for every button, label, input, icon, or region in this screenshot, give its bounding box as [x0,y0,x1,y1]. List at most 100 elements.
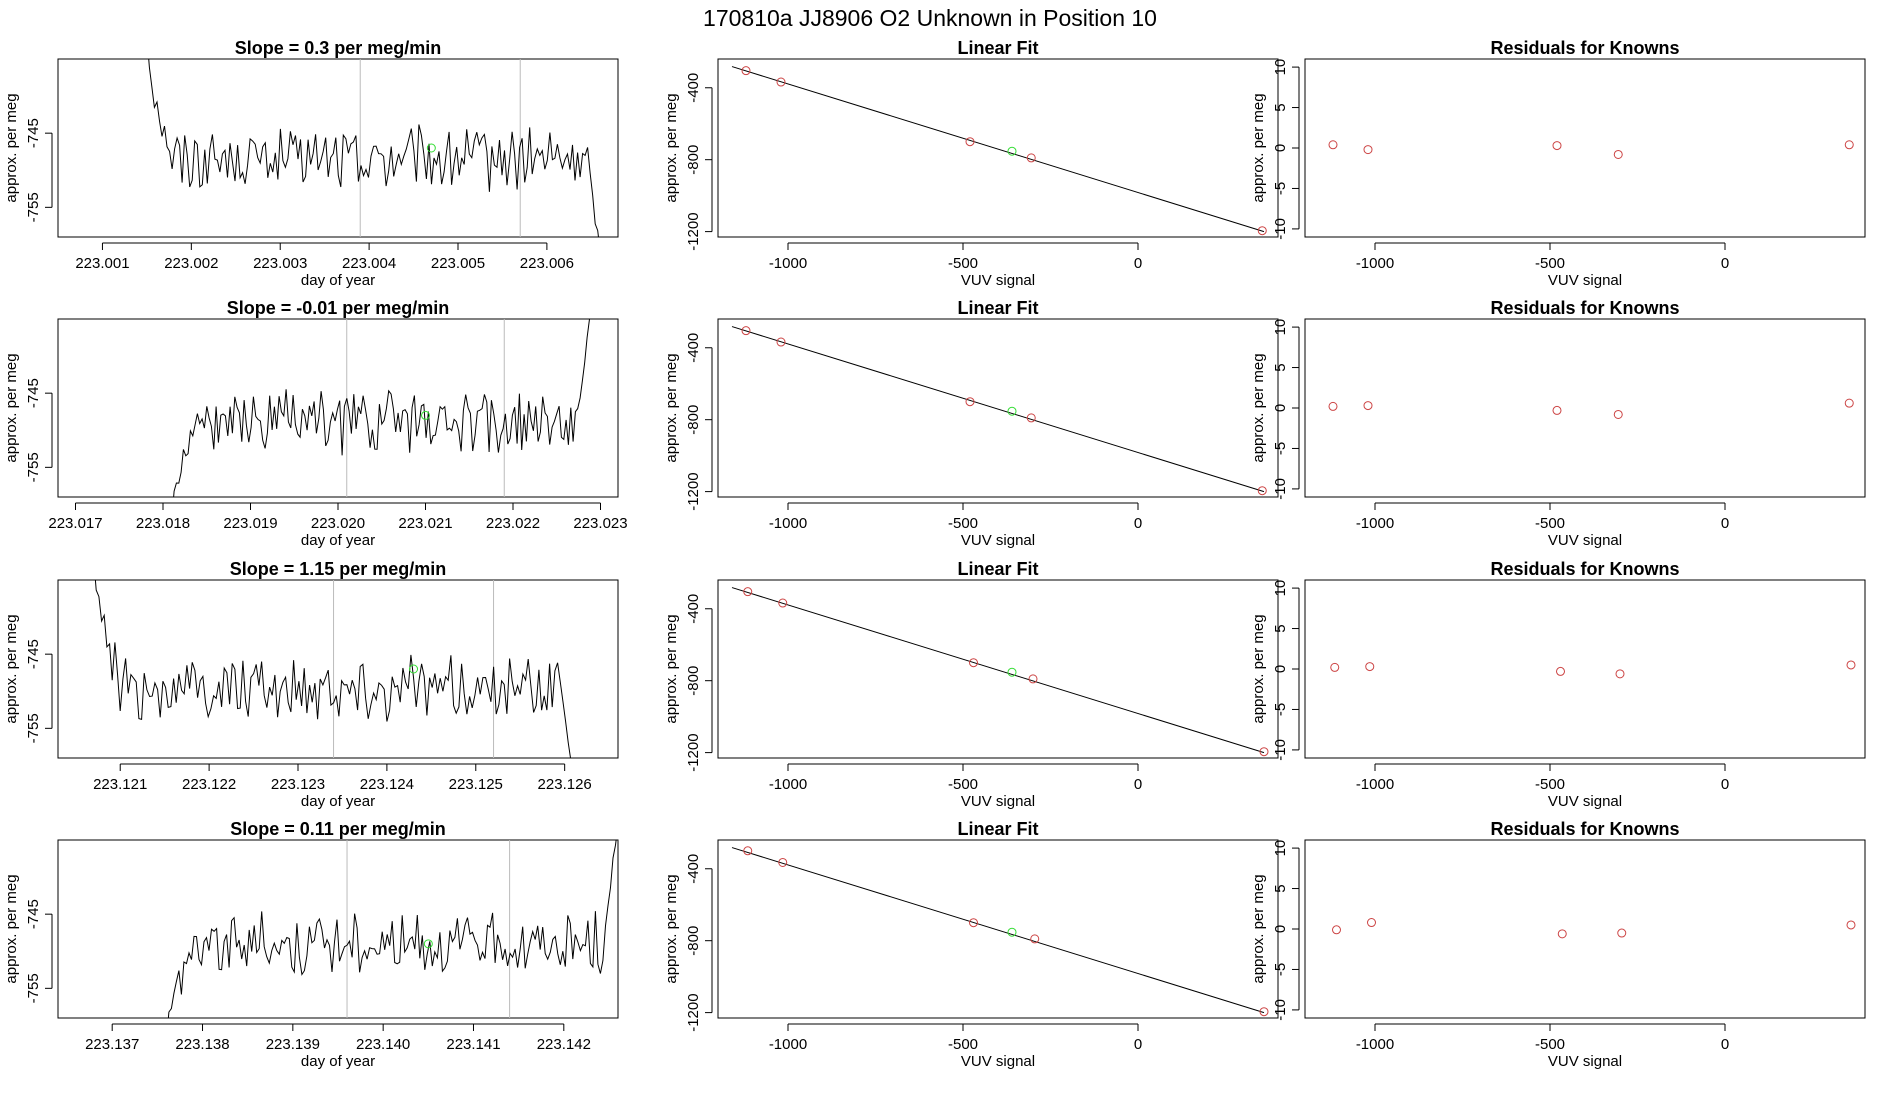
residual-point [1363,401,1373,411]
unknown-mean-point [409,664,419,674]
known-standard-point [965,397,975,407]
known-standard-point [1030,934,1040,944]
x-axis-label: day of year [301,1053,375,1070]
x-tick-label: 223.126 [538,776,592,793]
plot-area [731,326,1267,496]
x-tick-label: -500 [948,255,978,272]
y-tick-label: -800 [685,145,702,175]
plot-frame [57,318,619,498]
y-tick-label: -1200 [685,472,702,510]
y-axis-label: approx. per meg [1250,353,1267,462]
unknown-sample-point [1007,667,1017,677]
x-tick-label: 0 [1134,1036,1142,1053]
x-tick-label: 223.124 [360,776,414,793]
y-tick-label: 10 [1272,59,1289,76]
unknown-mean-point [423,939,433,949]
x-tick-label: 0 [1721,776,1729,793]
plot-area [731,846,1269,1017]
y-tick-label: 10 [1272,840,1289,857]
plot-frame [717,839,1279,1019]
unknown-mean-point [426,143,436,153]
plot-frame [1304,318,1866,498]
x-tick-label: -500 [948,1036,978,1053]
y-axis-label: approx. per meg [663,353,680,462]
residual-point [1556,666,1565,676]
known-standard-point [965,137,975,147]
plot-area [94,580,572,758]
panel-title: Slope = 1.15 per meg/min [230,559,447,579]
x-axis-label: VUV signal [961,793,1035,810]
x-tick-label: 223.022 [486,515,540,532]
x-tick-label: 223.122 [182,776,236,793]
x-tick-label: 223.020 [311,515,365,532]
unknown-sample-point [1007,406,1017,416]
y-tick-label: 10 [1272,319,1289,336]
x-tick-label: 0 [1721,255,1729,272]
linear_fit-panel-2: Linear Fit -1000 -500 0 VUV signal -400 -800 -1… [663,298,1279,549]
x-tick-label: -1000 [1356,1036,1394,1053]
residual-point [1846,920,1856,930]
x-tick-label: -500 [1535,1036,1565,1053]
x-tick-label: 223.139 [266,1036,320,1053]
residual-point [1613,149,1623,159]
x-axis-label: VUV signal [1548,532,1622,549]
plot-area [731,587,1269,757]
x-tick-label: -1000 [1356,515,1394,532]
x-tick-label: 223.141 [446,1036,500,1053]
y-tick-label: 5 [1272,884,1289,892]
y-tick-label: -5 [1272,442,1289,455]
known-standard-point [741,66,751,76]
known-standard-point [1026,413,1036,423]
signal-trace [94,580,572,758]
y-tick-label: -800 [685,666,702,696]
x-axis-label: VUV signal [961,272,1035,289]
panel-title: Residuals for Knowns [1490,298,1679,318]
x-tick-label: 223.021 [398,515,452,532]
y-axis-label: approx. per meg [663,614,680,723]
residual-point [1613,409,1623,419]
y-tick-label: -10 [1272,739,1289,761]
x-tick-label: 223.023 [573,515,627,532]
panel-title: Slope = -0.01 per meg/min [227,298,450,318]
plot-area [1332,918,1856,939]
panel-title: Linear Fit [957,819,1038,839]
panel-title: Linear Fit [957,298,1038,318]
x-axis-label: VUV signal [961,1053,1035,1070]
residual-point [1844,398,1854,408]
x-tick-label: 0 [1721,515,1729,532]
plot-frame [1304,839,1866,1019]
linear_fit-panel-3: Linear Fit -1000 -500 0 VUV signal -400 -800 -1… [663,559,1279,810]
residual-point [1367,918,1376,928]
residual-point [1557,929,1567,939]
x-tick-label: 223.002 [164,255,218,272]
residual-point [1328,140,1338,150]
plot-frame [1304,58,1866,238]
y-tick-label: -5 [1272,963,1289,976]
y-tick-label: 0 [1272,144,1289,152]
fit-line [731,326,1265,493]
x-tick-label: -500 [948,776,978,793]
signal-trace [148,59,599,237]
known-standard-point [1028,674,1038,684]
y-tick-label: -755 [25,713,42,743]
x-tick-label: 223.017 [48,515,102,532]
y-tick-label: 5 [1272,624,1289,632]
x-tick-label: 223.123 [271,776,325,793]
y-axis-label: approx. per meg [1250,93,1267,202]
plot-frame [57,839,619,1019]
signal-trace [173,319,590,497]
y-tick-label: -755 [25,192,42,222]
x-tick-label: 0 [1721,1036,1729,1053]
y-tick-label: -5 [1272,182,1289,195]
y-tick-label: -800 [685,405,702,435]
panel-title: Slope = 0.11 per meg/min [230,819,446,839]
x-tick-label: 0 [1134,255,1142,272]
timeseries-panel-1: Slope = 0.3 per meg/min 223.001 223.002 223… [3,38,619,289]
y-tick-label: 5 [1272,103,1289,111]
known-standard-point [776,337,786,347]
plot-frame [1304,579,1866,759]
x-tick-label: -1000 [1356,255,1394,272]
x-tick-label: 223.125 [449,776,503,793]
x-tick-label: 223.140 [356,1036,410,1053]
residual-point [1330,662,1340,672]
